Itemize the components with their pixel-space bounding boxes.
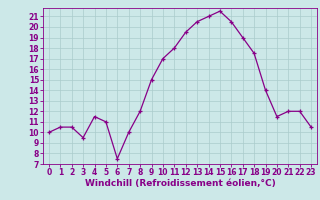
X-axis label: Windchill (Refroidissement éolien,°C): Windchill (Refroidissement éolien,°C) xyxy=(84,179,276,188)
